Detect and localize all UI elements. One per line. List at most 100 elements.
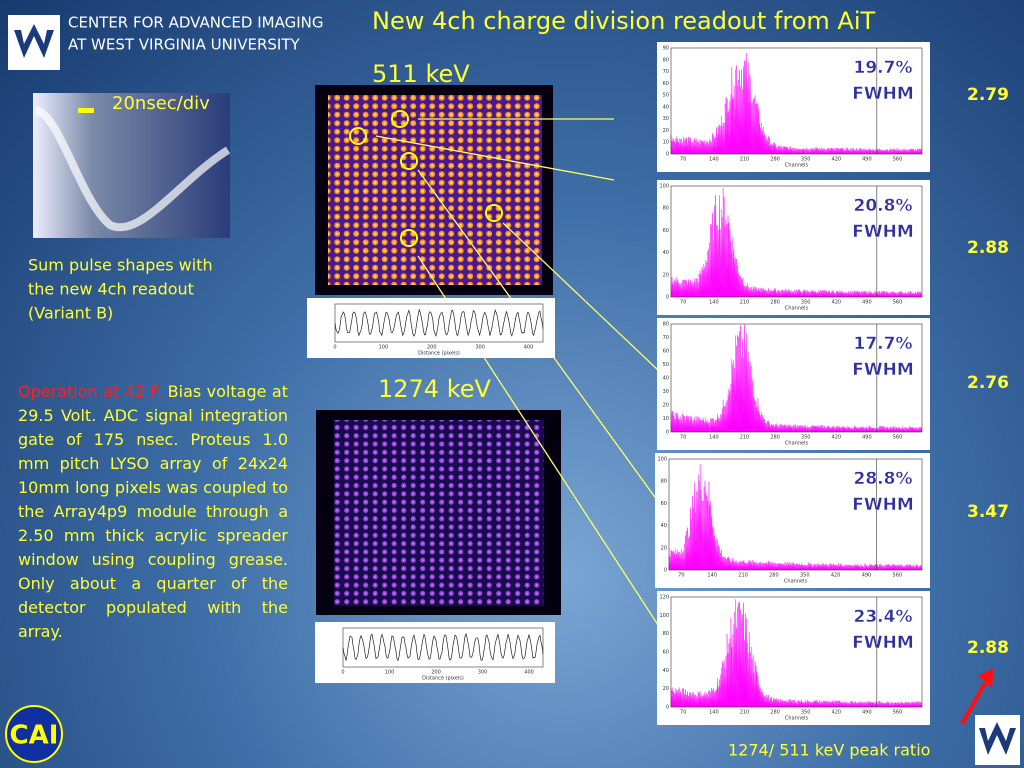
histogram-x-tick: 420 xyxy=(832,435,842,441)
cai-logo-mark: CAI xyxy=(10,721,59,751)
histogram-x-label: Channels xyxy=(785,163,809,169)
wvu-logo-mark xyxy=(979,722,1016,755)
title: New 4ch charge division readout from AiT xyxy=(372,7,875,35)
histogram-y-tick: 60 xyxy=(663,228,669,234)
histogram-x-tick: 420 xyxy=(832,157,842,163)
histogram-y-tick: 0 xyxy=(666,705,669,711)
histogram-x-tick: 560 xyxy=(893,573,903,579)
profile-tick: 300 xyxy=(475,345,485,351)
histogram-x-tick: 280 xyxy=(770,435,780,441)
histogram-y-tick: 30 xyxy=(663,389,669,395)
wvu-logo xyxy=(975,715,1020,765)
histogram-x-tick: 560 xyxy=(893,300,903,306)
flood-pattern xyxy=(328,95,542,285)
arrow-head xyxy=(978,668,994,688)
cai-logo xyxy=(5,705,63,763)
caption: the new 4ch readout xyxy=(28,280,194,299)
fwhm-label: FWHM xyxy=(852,360,914,380)
histogram-x-tick: 70 xyxy=(678,573,684,579)
histogram-x-tick: 210 xyxy=(740,710,750,716)
histogram-x-tick: 70 xyxy=(680,157,686,163)
histogram-x-tick: 490 xyxy=(862,157,872,163)
histogram-y-tick: 0 xyxy=(666,152,669,158)
description: Operation at 42 F. Bias voltage at 29.5 … xyxy=(18,380,288,644)
histogram-y-tick: 60 xyxy=(663,650,669,656)
peak-ratio: 3.47 xyxy=(967,502,1009,522)
histogram-x-tick: 490 xyxy=(862,710,872,716)
profile-tick: 100 xyxy=(379,345,389,351)
peak-ratio: 2.79 xyxy=(967,85,1009,105)
histogram-x-tick: 350 xyxy=(801,435,811,441)
histogram-x-tick: 140 xyxy=(709,157,719,163)
histogram-x-label: Channels xyxy=(785,716,809,722)
histogram-x-tick: 70 xyxy=(680,435,686,441)
profile-frame xyxy=(342,627,544,668)
histogram-y-tick: 120 xyxy=(659,595,669,601)
histogram-y-tick: 20 xyxy=(663,403,669,409)
histogram-x-tick: 140 xyxy=(707,573,717,579)
histogram-x-tick: 560 xyxy=(893,157,903,163)
profile-tick: 200 xyxy=(427,345,437,351)
histogram-y-tick: 80 xyxy=(661,479,667,485)
histogram-x-tick: 280 xyxy=(770,710,780,716)
histogram-x-tick: 490 xyxy=(862,435,872,441)
histogram-y-tick: 80 xyxy=(663,322,669,328)
profile-x-label: Distance (pixels) xyxy=(422,676,464,682)
arrow xyxy=(960,682,987,725)
fwhm-value: 23.4% xyxy=(854,607,913,627)
histogram-y-tick: 40 xyxy=(663,250,669,256)
profile-tick: 300 xyxy=(478,670,488,676)
histogram-y-tick: 70 xyxy=(663,69,669,75)
histogram-y-tick: 40 xyxy=(663,376,669,382)
fwhm-label: FWHM xyxy=(852,495,914,515)
histogram-y-tick: 80 xyxy=(663,57,669,63)
histogram-y-tick: 0 xyxy=(666,430,669,436)
histogram-y-tick: 80 xyxy=(663,206,669,212)
histogram-x-tick: 490 xyxy=(862,300,872,306)
fwhm-value: 20.8% xyxy=(854,196,913,216)
flood-pattern xyxy=(334,420,544,606)
histogram-x-tick: 560 xyxy=(893,710,903,716)
logo-mark xyxy=(14,24,54,58)
footer: 1274/ 511 keV peak ratio xyxy=(728,741,930,760)
histogram-y-tick: 50 xyxy=(663,93,669,99)
histogram-x-tick: 210 xyxy=(738,573,748,579)
histogram-y-tick: 20 xyxy=(663,128,669,134)
histogram-x-tick: 280 xyxy=(769,573,779,579)
scope-marker xyxy=(78,108,94,113)
markers xyxy=(349,110,503,247)
histogram-y-tick: 100 xyxy=(659,613,669,619)
histogram-y-tick: 10 xyxy=(663,416,669,422)
org-line: CENTER FOR ADVANCED IMAGING xyxy=(68,14,323,32)
logo xyxy=(8,15,60,70)
histogram-y-tick: 90 xyxy=(663,46,669,52)
profile-x-label: Distance (pixels) xyxy=(418,351,460,357)
histogram-x-tick: 350 xyxy=(801,300,811,306)
profile-tick: 100 xyxy=(385,670,395,676)
histogram-y-tick: 70 xyxy=(663,335,669,341)
histogram-x-tick: 350 xyxy=(801,710,811,716)
histogram-x-tick: 140 xyxy=(709,710,719,716)
histogram-y-tick: 10 xyxy=(663,140,669,146)
histogram-x-tick: 70 xyxy=(680,710,686,716)
scope-trace xyxy=(34,106,231,232)
profile-tick: 400 xyxy=(524,670,534,676)
histogram-x-tick: 140 xyxy=(709,300,719,306)
histogram-x-tick: 490 xyxy=(862,573,872,579)
histogram-y-tick: 40 xyxy=(663,104,669,110)
histogram-y-tick: 40 xyxy=(661,523,667,529)
fwhm-label: FWHM xyxy=(852,222,914,242)
energy-label: 1274 keV xyxy=(378,375,492,403)
fwhm-label: FWHM xyxy=(852,633,914,653)
caption: (Variant B) xyxy=(28,304,113,323)
fwhm-value: 19.7% xyxy=(854,58,913,78)
histogram-x-tick: 210 xyxy=(740,300,750,306)
histogram-x-tick: 280 xyxy=(770,300,780,306)
fwhm-value: 28.8% xyxy=(854,469,913,489)
profile-tick: 400 xyxy=(524,345,534,351)
org-line: AT WEST VIRGINIA UNIVERSITY xyxy=(68,36,301,54)
histogram-y-tick: 100 xyxy=(659,184,669,190)
profile-curve xyxy=(342,632,544,662)
peak-ratio: 2.88 xyxy=(967,238,1009,258)
